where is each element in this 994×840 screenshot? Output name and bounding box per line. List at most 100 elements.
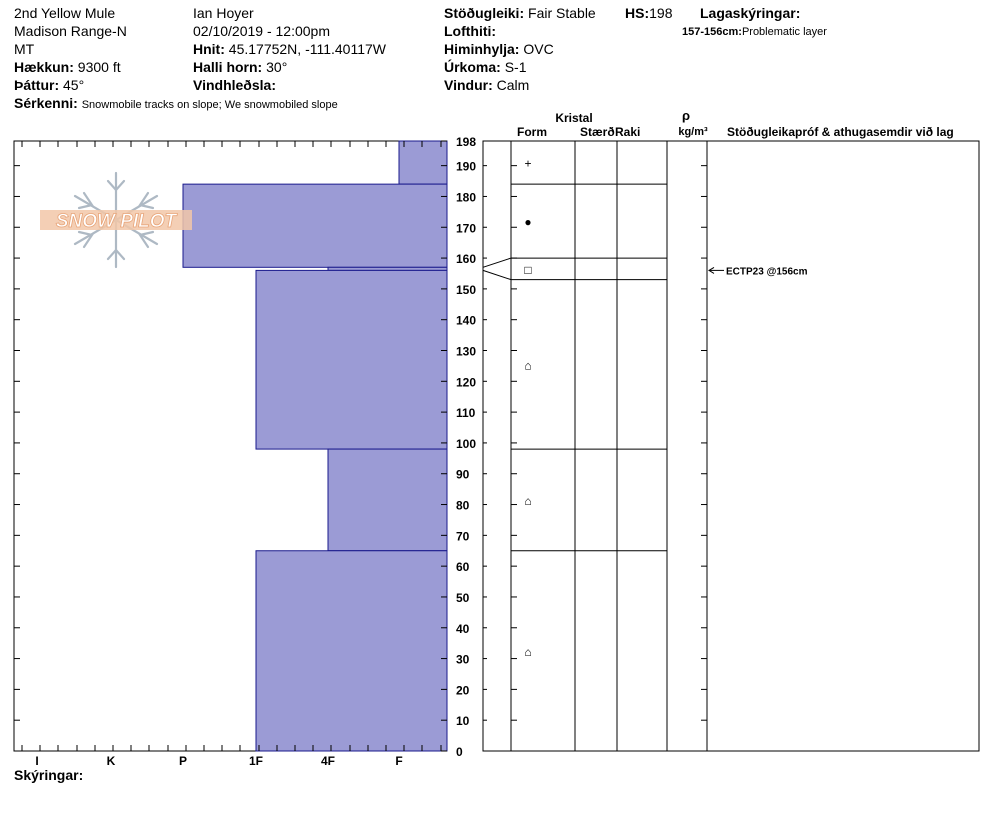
hardness-tick-label: K	[107, 754, 116, 768]
precip-row: Úrkoma: S-1	[444, 58, 526, 76]
wind-row: Vindur: Calm	[444, 76, 529, 94]
sky-label: Himinhylja:	[444, 41, 520, 57]
hardness-bar	[255, 269, 448, 450]
crystal-form-symbol: ⌂	[524, 494, 531, 508]
stability-value: Fair Stable	[528, 5, 596, 21]
layer-connector-line	[482, 269, 512, 281]
height-tick-label: 110	[456, 406, 476, 420]
hardness-tick-label: 4F	[321, 754, 335, 768]
precip-label: Úrkoma:	[444, 59, 501, 75]
air-temp-label: Lofthiti:	[444, 23, 497, 39]
location-name: 2nd Yellow Mule	[14, 5, 116, 21]
height-tick-label: 150	[456, 283, 476, 297]
height-tick-label: 80	[456, 499, 470, 513]
height-tick-label: 10	[456, 714, 470, 728]
crystal-header: Kristal	[555, 111, 592, 125]
wind-loading-label: Vindhleðsla:	[193, 77, 276, 93]
hs-label: HS:	[625, 5, 650, 21]
crystal-form-symbol: ●	[524, 215, 531, 229]
observer-name: Ian Hoyer	[193, 5, 254, 21]
layer-notes-label-text: Lagaskýringar:	[700, 5, 801, 21]
features-value: Snowmobile tracks on slope; We snowmobil…	[81, 99, 338, 111]
height-tick-label: 40	[456, 622, 470, 636]
height-tick-label: 180	[456, 190, 476, 204]
elevation-label: Hækkun:	[14, 59, 74, 75]
hardness-tick-label: 1F	[249, 754, 263, 768]
precip-value: S-1	[504, 59, 527, 75]
wind-loading-row: Vindhleðsla:	[193, 76, 276, 94]
layer-note-text: Problematic layer	[741, 26, 827, 38]
height-tick-label: 120	[456, 375, 476, 389]
layer-connector-line	[482, 257, 512, 268]
height-tick-label: 170	[456, 221, 476, 235]
slope-value: 30°	[266, 59, 288, 75]
sky-value: OVC	[523, 41, 554, 57]
height-tick-label: 160	[456, 252, 476, 266]
test-pointer-arrowhead	[708, 266, 715, 274]
hardness-bar	[255, 550, 448, 752]
coords-row: Hnit: 45.17752N, -111.40117W	[193, 40, 386, 58]
crystal-form-symbol: ⌂	[524, 358, 531, 372]
features-label: Sérkenni:	[14, 95, 78, 111]
size-header: Stærð	[580, 125, 615, 139]
height-tick-label: 100	[456, 437, 476, 451]
elevation-row: Hækkun: 9300 ft	[14, 58, 121, 76]
state-name: MT	[14, 41, 35, 57]
height-tick-label: 50	[456, 591, 470, 605]
form-header: Form	[517, 125, 547, 139]
coords-value: 45.17752N, -111.40117W	[228, 41, 387, 57]
hardness-bar	[182, 183, 448, 268]
aspect-value: 45°	[63, 77, 85, 93]
hardness-bar	[327, 448, 448, 552]
height-tick-label: 140	[456, 314, 476, 328]
height-tick-label: 90	[456, 468, 470, 482]
aspect-label: Þáttur:	[14, 77, 60, 93]
coords-label: Hnit:	[193, 41, 225, 57]
air-temp-row: Lofthiti:	[444, 22, 496, 40]
layer-note-range: 157-156cm:	[682, 26, 742, 38]
slope-label: Halli horn:	[193, 59, 263, 75]
height-tick-label: 20	[456, 683, 470, 697]
snowpilot-logo: SNOW PILOT	[40, 171, 192, 269]
crystal-form-symbol: □	[524, 263, 531, 277]
features-row: Sérkenni: Snowmobile tracks on slope; We…	[14, 94, 338, 114]
tests-header: Stöðugleikapróf & athugasemdir við lag	[727, 125, 954, 139]
stability-label: Stöðugleiki:	[444, 5, 525, 21]
tests-column	[706, 140, 980, 752]
wind-value: Calm	[496, 77, 530, 93]
height-tick-label: 60	[456, 560, 470, 574]
logo-text: SNOW PILOT	[56, 211, 178, 232]
notes-label: Skýringar:	[14, 767, 84, 783]
notes-row: Skýringar:	[14, 766, 83, 784]
elevation-value: 9300 ft	[77, 59, 121, 75]
hs-row: HS:198	[625, 4, 672, 22]
height-tick-label: 130	[456, 344, 476, 358]
sky-row: Himinhylja: OVC	[444, 40, 554, 58]
observation-datetime: 02/10/2019 - 12:00pm	[193, 23, 330, 39]
wind-label: Vindur:	[444, 77, 493, 93]
height-tick-label: 190	[456, 160, 476, 174]
hardness-tick-label: F	[395, 754, 402, 768]
height-tick-label: 70	[456, 529, 470, 543]
stability-row: Stöðugleiki: Fair Stable	[444, 4, 596, 22]
aspect-row: Þáttur: 45°	[14, 76, 84, 94]
crystal-form-symbol: +	[524, 157, 531, 171]
logo-band	[40, 210, 192, 230]
test-result-label: ECTP23 @156cm	[726, 266, 808, 277]
moisture-header: Raki	[615, 125, 640, 139]
height-tick-label: 0	[456, 745, 463, 759]
range-name: Madison Range-N	[14, 23, 127, 39]
density-rho-header: ρ	[682, 108, 690, 123]
crystal-form-symbol: ⌂	[524, 645, 531, 659]
slope-row: Halli horn: 30°	[193, 58, 287, 76]
density-unit-header: kg/m³	[678, 126, 708, 138]
layer-note-row: 157-156cm:Problematic layer	[682, 23, 827, 41]
height-tick-label: 30	[456, 653, 470, 667]
hardness-tick-label: P	[179, 754, 187, 768]
density-column	[666, 140, 708, 752]
hardness-bar	[398, 140, 448, 185]
height-tick-label: 198	[456, 135, 476, 149]
hs-value: 198	[649, 5, 673, 21]
layer-notes-label: Lagaskýringar:	[700, 4, 800, 22]
